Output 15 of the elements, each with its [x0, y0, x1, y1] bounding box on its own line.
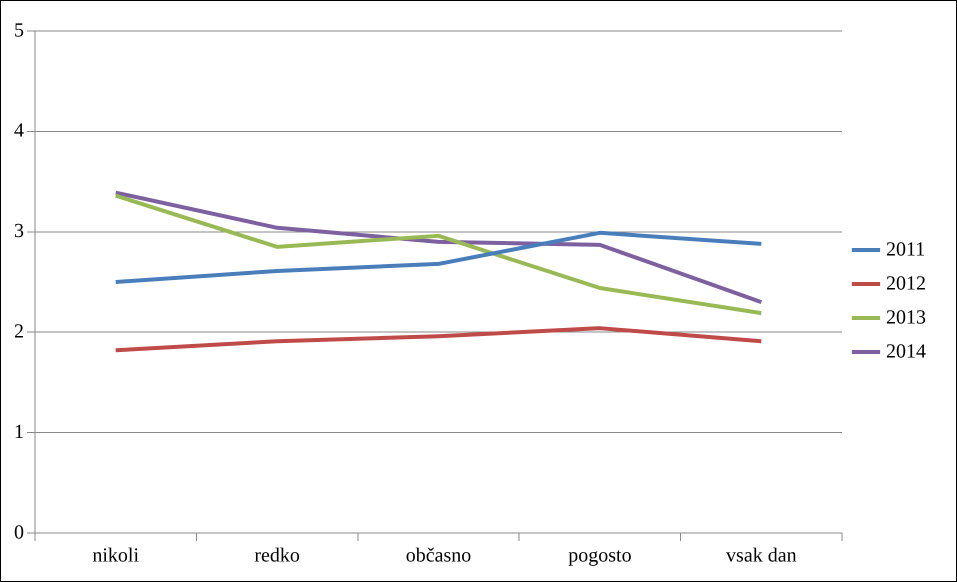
legend-label: 2012: [886, 272, 926, 294]
legend-label: 2014: [886, 340, 926, 362]
y-tick-label: 0: [14, 521, 24, 544]
x-tick-label: občasno: [406, 544, 472, 566]
x-tick-label: vsak dan: [726, 544, 797, 566]
legend-label: 2013: [886, 306, 926, 328]
legend-label: 2011: [886, 238, 926, 260]
y-tick-label: 3: [14, 220, 24, 242]
x-tick-label: redko: [254, 544, 300, 566]
x-tick-label: nikoli: [92, 544, 140, 566]
x-tick-label: pogosto: [568, 544, 632, 566]
y-tick-label: 1: [14, 420, 24, 443]
y-tick-label: 5: [14, 19, 24, 42]
y-tick-label: 4: [14, 120, 24, 142]
y-tick-label: 2: [14, 320, 24, 342]
